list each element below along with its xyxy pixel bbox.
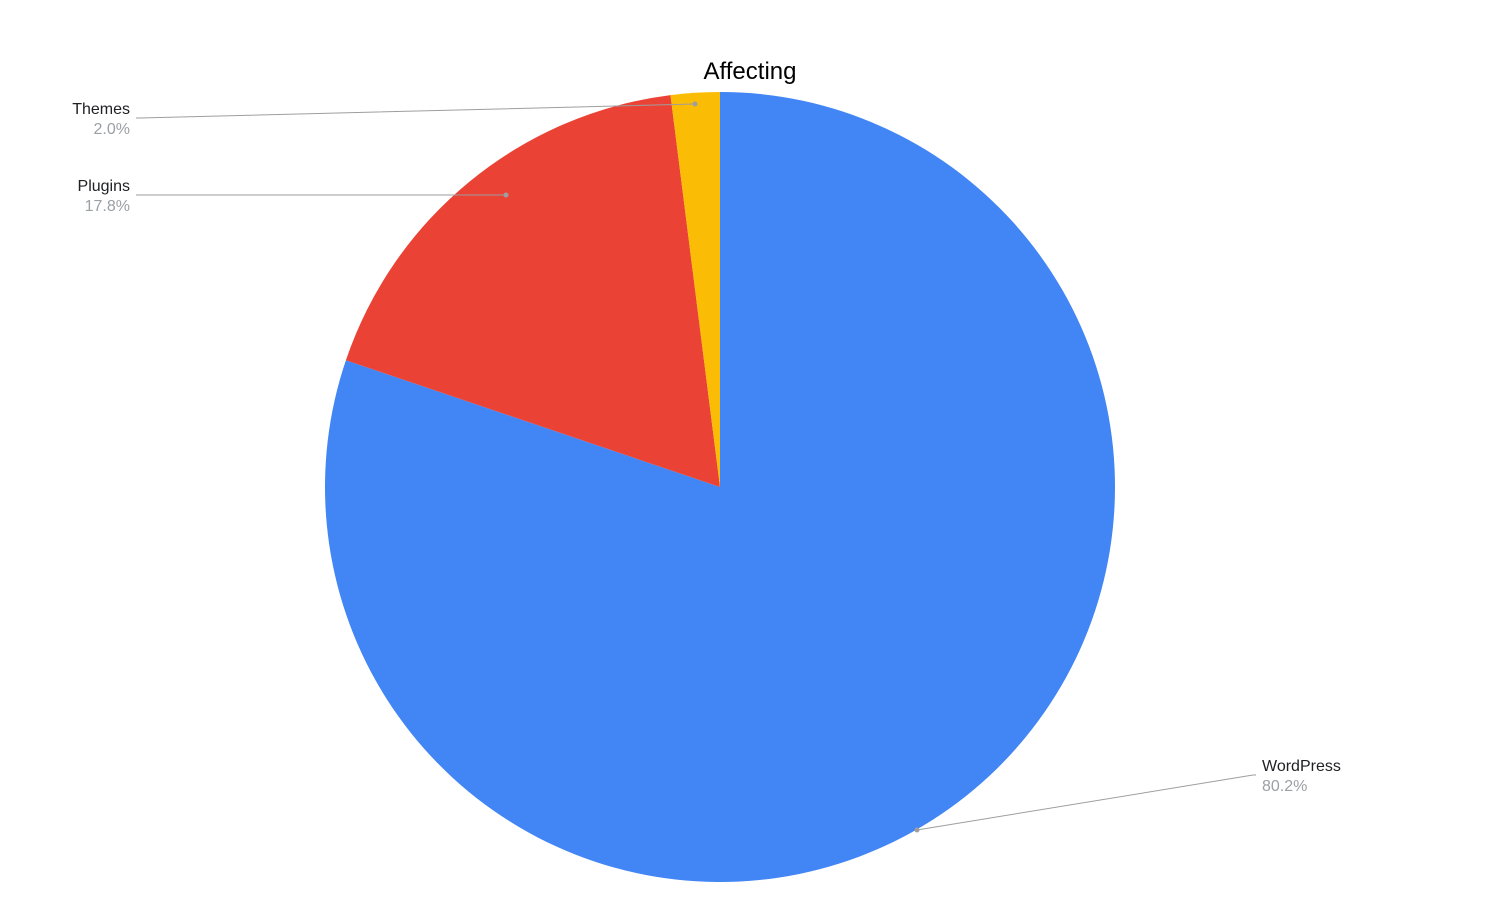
slice-label-name: WordPress	[1262, 757, 1341, 777]
slice-label-name: Plugins	[78, 177, 130, 197]
leader-dot-plugins	[504, 193, 509, 198]
slice-label-pct: 17.8%	[78, 197, 130, 217]
slice-label-name: Themes	[72, 100, 130, 120]
slice-label-wordpress: WordPress80.2%	[1262, 757, 1341, 797]
slice-label-pct: 80.2%	[1262, 777, 1341, 797]
pie-chart-container: Affecting WordPress80.2% Plugins17.8% Them…	[0, 0, 1500, 924]
leader-dot-wordpress	[915, 828, 920, 833]
slice-label-plugins: Plugins17.8%	[78, 177, 130, 217]
leader-dot-themes	[693, 102, 698, 107]
slice-label-pct: 2.0%	[72, 120, 130, 140]
slice-label-themes: Themes2.0%	[72, 100, 130, 140]
chart-title: Affecting	[0, 58, 1500, 86]
